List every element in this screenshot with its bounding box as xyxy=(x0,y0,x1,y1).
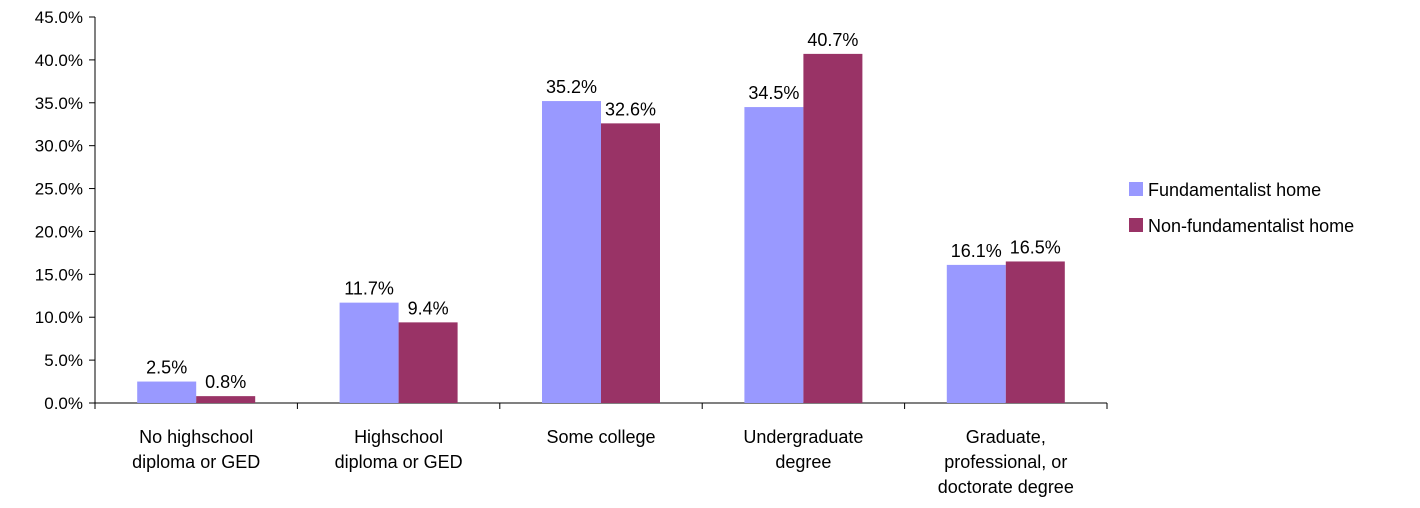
data-label: 0.8% xyxy=(205,372,246,392)
legend-label: Non-fundamentalist home xyxy=(1148,216,1354,236)
x-tick-label: Highschool xyxy=(354,427,443,447)
x-tick-label: diploma or GED xyxy=(335,452,463,472)
y-tick-label: 15.0% xyxy=(35,265,83,284)
x-tick-label: Graduate, xyxy=(966,427,1046,447)
bar xyxy=(744,107,804,404)
bar xyxy=(196,396,256,403)
bar xyxy=(1005,261,1065,403)
x-tick-label: Some college xyxy=(546,427,655,447)
y-tick-label: 20.0% xyxy=(35,222,83,241)
bar xyxy=(803,53,863,403)
x-tick-label: diploma or GED xyxy=(132,452,260,472)
data-label: 9.4% xyxy=(408,298,449,318)
legend-label: Fundamentalist home xyxy=(1148,180,1321,200)
x-tick-label: degree xyxy=(775,452,831,472)
y-tick-label: 35.0% xyxy=(35,94,83,113)
x-tick-label: doctorate degree xyxy=(938,477,1074,497)
bar xyxy=(398,322,458,403)
legend-swatch xyxy=(1129,182,1143,196)
data-label: 35.2% xyxy=(546,77,597,97)
y-tick-label: 10.0% xyxy=(35,308,83,327)
y-tick-label: 0.0% xyxy=(44,394,83,413)
data-label: 2.5% xyxy=(146,358,187,378)
bar xyxy=(339,302,399,403)
y-tick-label: 25.0% xyxy=(35,180,83,199)
data-label: 32.6% xyxy=(605,99,656,119)
legend-swatch xyxy=(1129,218,1143,232)
x-tick-label: Undergraduate xyxy=(743,427,863,447)
x-tick-label: No highschool xyxy=(139,427,253,447)
data-label: 11.7% xyxy=(344,279,394,299)
data-label: 40.7% xyxy=(807,30,858,50)
bar xyxy=(946,264,1006,403)
y-tick-label: 30.0% xyxy=(35,137,83,156)
bar xyxy=(542,101,601,403)
bar xyxy=(137,381,197,403)
data-label: 16.1% xyxy=(951,241,1002,261)
y-tick-label: 45.0% xyxy=(35,8,83,27)
y-tick-label: 5.0% xyxy=(44,351,83,370)
data-label: 34.5% xyxy=(748,83,799,103)
data-label: 16.5% xyxy=(1010,237,1061,257)
bar xyxy=(601,123,660,403)
y-tick-label: 40.0% xyxy=(35,51,83,70)
x-tick-label: professional, or xyxy=(944,452,1067,472)
